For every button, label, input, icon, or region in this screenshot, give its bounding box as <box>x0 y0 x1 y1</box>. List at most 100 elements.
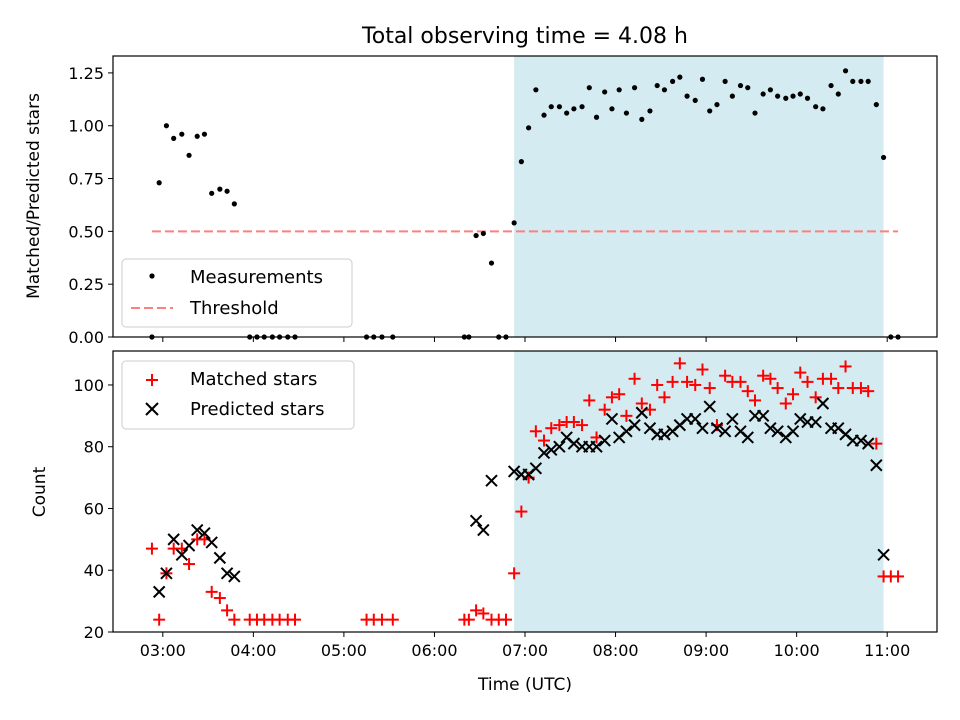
predicted-point <box>537 446 551 460</box>
measurement-point <box>677 74 683 80</box>
count-y-tick-label: 40 <box>84 561 104 580</box>
matched-point <box>598 403 611 416</box>
measurement-point <box>285 334 291 340</box>
predicted-point <box>182 539 196 552</box>
predicted-point <box>861 437 875 450</box>
measurement-point <box>261 334 267 340</box>
predicted-point <box>567 437 581 450</box>
ratio-panel-legend: Measurements Threshold <box>121 258 353 328</box>
predicted-point <box>854 434 868 447</box>
measurement-point <box>179 131 185 137</box>
measurement-point <box>895 334 901 340</box>
measurement-point <box>813 104 819 110</box>
measurement-point <box>850 78 856 84</box>
ratio-y-tick-label: 0.75 <box>68 170 104 189</box>
predicted-point <box>598 434 611 447</box>
predicted-point <box>545 443 558 457</box>
predicted-point <box>658 428 671 441</box>
x-tick-label: 07:00 <box>502 641 548 660</box>
matched-point <box>832 382 845 395</box>
threshold-legend-label: Threshold <box>189 298 279 319</box>
measurement-point <box>461 334 467 340</box>
measurement-point <box>156 180 162 186</box>
measurement-point <box>292 334 298 340</box>
measurement-point <box>647 108 653 114</box>
matched-point <box>862 385 875 398</box>
ratio-y-tick-label: 0.50 <box>68 222 104 241</box>
predicted-point <box>703 400 716 413</box>
matched-point <box>567 416 580 429</box>
matched-point <box>529 425 542 438</box>
predicted-point <box>635 406 649 419</box>
measurement-point <box>217 186 223 192</box>
predicted-point <box>696 421 709 435</box>
measurement-point <box>623 110 630 116</box>
matched-point <box>734 375 747 388</box>
measurement-point <box>729 93 735 99</box>
matched-point <box>719 369 732 382</box>
matched-point <box>538 434 551 447</box>
x-tick-label: 09:00 <box>683 641 729 660</box>
measurement-point <box>488 260 495 266</box>
measurement-point <box>639 116 645 122</box>
measurement-point <box>473 232 479 239</box>
measurement-point <box>518 159 524 165</box>
matched-point <box>696 363 709 376</box>
measurement-point <box>609 106 615 112</box>
measurement-point <box>163 123 170 129</box>
count-observing-window <box>514 351 884 632</box>
matched-point <box>703 382 716 395</box>
matched-point <box>794 366 807 379</box>
count-y-tick-label: 80 <box>84 438 104 457</box>
measurement-point <box>269 334 275 340</box>
measurement-point <box>858 78 864 84</box>
measurement-point <box>692 97 698 103</box>
ratio-y-tick-label: 1.00 <box>68 117 104 136</box>
x-tick-label: 05:00 <box>321 641 367 660</box>
measurement-point <box>760 91 766 97</box>
predicted-point <box>794 412 807 426</box>
measurement-point <box>835 91 841 97</box>
predicted-point <box>167 533 180 546</box>
matched-point <box>628 372 641 385</box>
predicted-point <box>469 514 483 528</box>
matched-point <box>228 613 241 626</box>
predicted-point <box>205 536 218 549</box>
matched-point <box>462 613 475 626</box>
predicted-point <box>529 462 543 475</box>
measurement-point <box>684 93 690 99</box>
matched-point <box>508 567 521 580</box>
measurement-point <box>880 154 887 161</box>
measurement-point <box>654 82 660 89</box>
measurement-point <box>171 135 177 141</box>
measurement-point <box>277 334 283 340</box>
measurement-point <box>820 106 826 112</box>
count-panel-ylabel: Count <box>30 466 50 517</box>
measurement-point <box>722 78 728 84</box>
measurement-point <box>714 101 720 108</box>
count-panel-legend: Matched stars Predicted stars <box>121 360 355 430</box>
matched-point <box>183 558 196 571</box>
x-axis-label: Time (UTC) <box>477 675 572 695</box>
chart-title: Total observing time = 4.08 h <box>361 24 688 49</box>
matched-point <box>825 372 838 385</box>
matched-point <box>145 542 158 555</box>
matched-point <box>375 613 388 626</box>
measurements-series <box>149 68 901 340</box>
measurement-point <box>548 104 554 110</box>
predicted-point <box>771 425 784 438</box>
matched-legend-label: Matched stars <box>190 369 317 390</box>
matched-point <box>801 375 814 388</box>
matched-point <box>741 385 754 398</box>
predicted-point <box>870 459 883 472</box>
x-tick-label: 11:00 <box>864 641 910 660</box>
measurements-legend-label: Measurements <box>190 267 323 288</box>
predicted-point <box>477 523 490 537</box>
matched-point <box>748 394 761 407</box>
predicted-point <box>220 567 234 580</box>
matched-point <box>205 585 218 598</box>
x-tick-label: 06:00 <box>411 641 457 660</box>
measurement-point <box>873 101 879 108</box>
matched-point <box>771 382 784 395</box>
